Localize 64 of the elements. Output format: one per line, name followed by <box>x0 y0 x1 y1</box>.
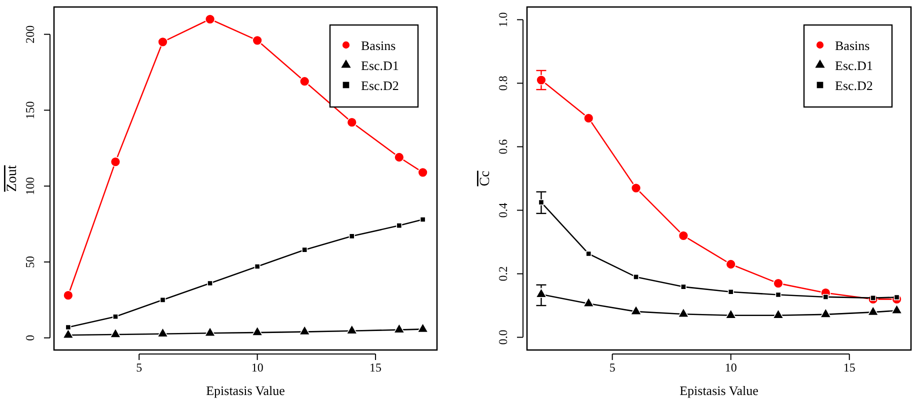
point <box>582 297 594 308</box>
point <box>584 113 594 124</box>
point <box>891 304 902 314</box>
point <box>536 288 547 298</box>
y-tick-label: 0.8 <box>496 76 510 91</box>
point <box>725 308 737 319</box>
point <box>346 324 358 334</box>
point <box>204 14 216 24</box>
x-tick-label: 10 <box>724 360 737 375</box>
y-tick-label: 0 <box>23 334 37 341</box>
y-tick-label: 1.0 <box>496 12 510 28</box>
point <box>299 76 310 86</box>
x-tick-label: 5 <box>609 360 616 375</box>
y-tick-label: 0.2 <box>496 266 510 282</box>
point <box>252 35 262 46</box>
point <box>820 308 832 318</box>
point <box>633 274 639 280</box>
x-tick-label: 15 <box>370 360 382 375</box>
legend-label: Basins <box>835 38 870 53</box>
point <box>394 323 405 334</box>
point <box>110 328 122 338</box>
point <box>62 328 74 339</box>
y-tick-label: 50 <box>23 256 37 268</box>
point <box>394 152 404 162</box>
y-axis-title: Zout <box>5 165 20 192</box>
point <box>254 264 260 270</box>
point <box>536 74 546 86</box>
y-tick-label: 100 <box>23 177 37 196</box>
legend-label: Esc.D1 <box>835 58 873 73</box>
point <box>63 290 74 300</box>
point <box>630 305 642 316</box>
x-axis-title: Epistasis Value <box>680 383 759 398</box>
legend-label: Esc.D1 <box>361 58 399 73</box>
y-tick-label: 200 <box>23 25 37 44</box>
x-axis-title: Epistasis Value <box>206 383 286 398</box>
y-tick-label: 150 <box>23 101 37 120</box>
x-tick-label: 5 <box>136 360 142 375</box>
y-tick-label: 0.6 <box>496 139 510 154</box>
point <box>772 308 784 319</box>
point <box>396 222 402 228</box>
point <box>252 326 263 336</box>
point <box>204 326 216 337</box>
x-tick-label: 10 <box>251 360 264 375</box>
point <box>867 306 879 316</box>
x-tick-label: 15 <box>843 360 856 375</box>
point <box>418 167 428 178</box>
point <box>822 294 829 300</box>
legend-label: Basins <box>361 38 396 53</box>
y-tick-label: 0.0 <box>496 330 510 345</box>
point <box>417 322 428 333</box>
legend-label: Esc.D2 <box>835 78 873 93</box>
y-axis-title: Cc <box>478 170 493 186</box>
point <box>346 117 358 128</box>
point <box>157 327 168 338</box>
legend-label: Esc.D2 <box>361 78 399 93</box>
point <box>678 308 690 318</box>
point <box>110 156 121 167</box>
y-tick-label: 0.4 <box>496 202 510 218</box>
point <box>630 182 642 194</box>
point <box>726 259 736 270</box>
point <box>773 278 784 288</box>
point <box>678 230 689 241</box>
point <box>298 325 310 336</box>
point <box>158 36 168 48</box>
